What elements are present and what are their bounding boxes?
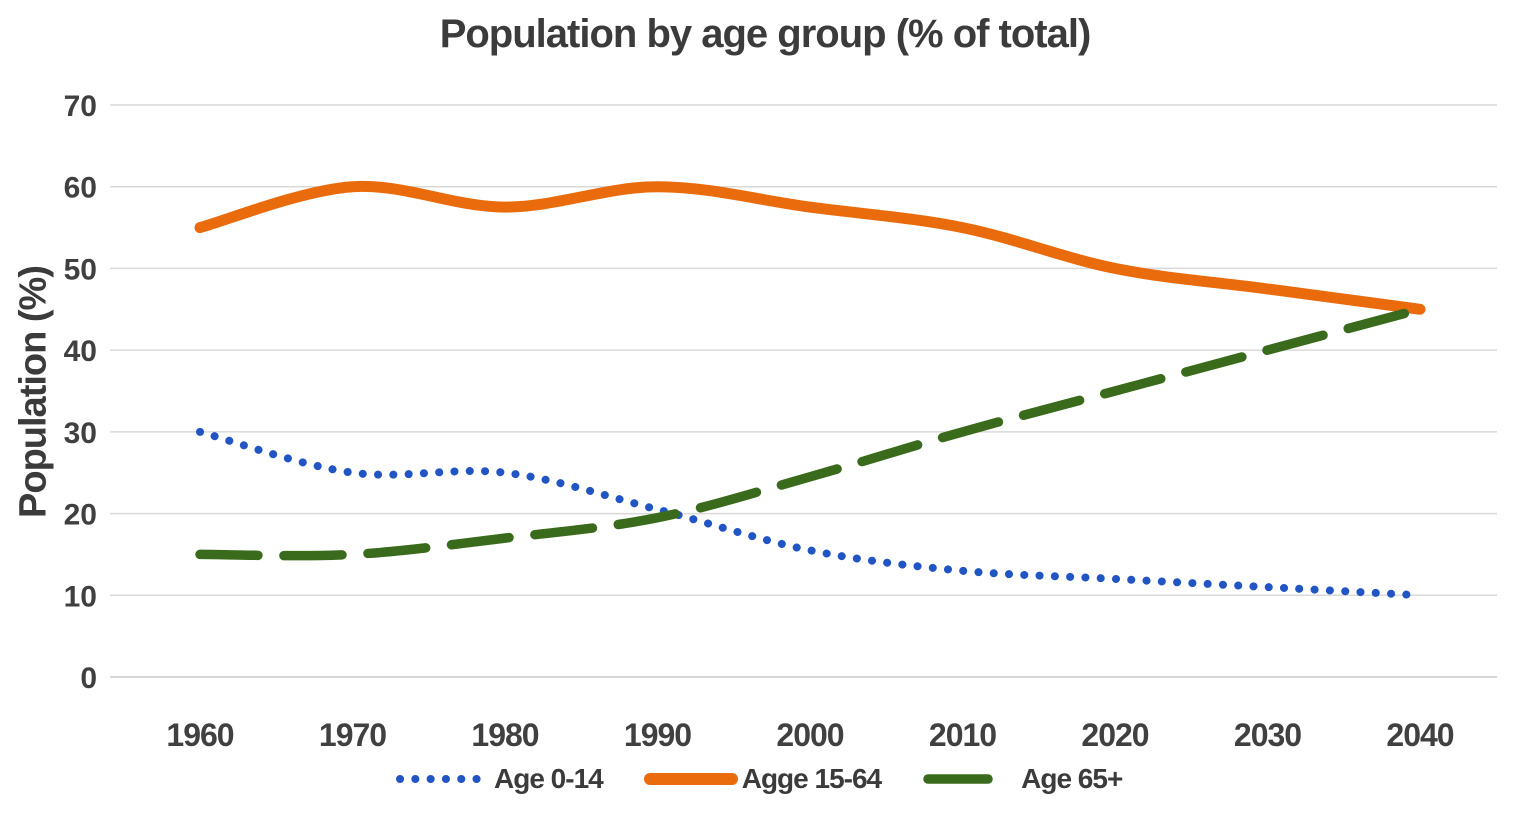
chart-title: Population by age group (% of total) bbox=[439, 12, 1092, 56]
x-axis-tick-labels: 1960 1970 1980 1990 2000 2010 2020 2030 2040 bbox=[166, 717, 1454, 753]
legend-item-age-0-14: Age 0-14 bbox=[394, 763, 604, 795]
svg-text:50: 50 bbox=[64, 253, 97, 286]
svg-text:0: 0 bbox=[80, 662, 97, 695]
y-axis-tick-labels: 0 10 20 30 40 50 60 70 bbox=[64, 90, 97, 695]
y-axis-title-text: Population (%) bbox=[12, 266, 55, 518]
series-line-age-0-14 bbox=[196, 427, 1424, 600]
legend-swatch-solid-line-icon bbox=[643, 773, 738, 785]
svg-text:1970: 1970 bbox=[319, 717, 386, 753]
legend-swatch-dotted-line-icon bbox=[396, 775, 486, 783]
svg-text:2000: 2000 bbox=[776, 717, 843, 753]
legend-label-age-0-14: Age 0-14 bbox=[494, 763, 604, 794]
svg-text:40: 40 bbox=[64, 335, 97, 368]
svg-text:20: 20 bbox=[64, 499, 97, 532]
legend-item-age-15-64: Agge 15-64 bbox=[643, 763, 882, 795]
legend-label-age-65-plus: Age 65+ bbox=[1021, 763, 1123, 794]
svg-text:1990: 1990 bbox=[624, 717, 691, 753]
legend: Age 0-14 Agge 15-64 Age 65+ bbox=[394, 760, 1123, 798]
svg-text:30: 30 bbox=[64, 417, 97, 450]
svg-text:2040: 2040 bbox=[1386, 717, 1453, 753]
svg-text:60: 60 bbox=[64, 172, 97, 205]
svg-text:2020: 2020 bbox=[1081, 717, 1148, 753]
svg-text:2030: 2030 bbox=[1234, 717, 1301, 753]
legend-label-age-15-64: Agge 15-64 bbox=[741, 763, 882, 794]
series-line-agge-15-64 bbox=[194, 180, 1426, 315]
legend-swatch-dashed-line-icon bbox=[923, 774, 993, 784]
series-line-age-65 bbox=[195, 304, 1425, 561]
svg-text:2010: 2010 bbox=[929, 717, 996, 753]
svg-text:1960: 1960 bbox=[166, 717, 233, 753]
legend-item-age-65-plus: Age 65+ bbox=[923, 763, 1123, 795]
svg-text:1980: 1980 bbox=[471, 717, 538, 753]
svg-text:10: 10 bbox=[64, 580, 97, 613]
svg-text:70: 70 bbox=[64, 90, 97, 123]
